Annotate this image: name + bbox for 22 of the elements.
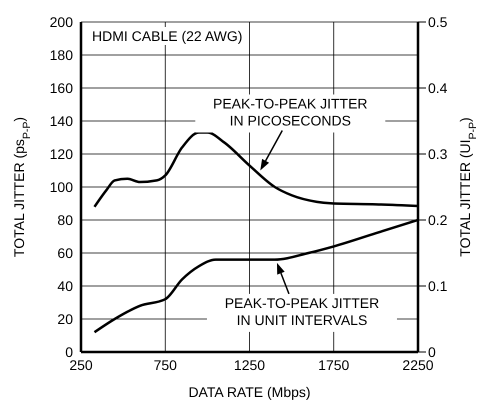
y2-tick-label: 0.5 <box>428 14 448 30</box>
y2-tick-label: 0.1 <box>428 278 448 294</box>
y-tick-label: 120 <box>50 146 74 162</box>
y-tick-label: 20 <box>57 310 74 327</box>
x-tick-label: 750 <box>154 356 178 373</box>
y-tick-label: 100 <box>50 178 74 195</box>
y2-tick-label: 0.2 <box>428 212 448 228</box>
y2-tick-label: 0.3 <box>428 146 448 162</box>
x-axis-title: DATA RATE (Mbps) <box>188 384 311 400</box>
annotation: PEAK-TO-PEAK JITTER IN PICOSECONDS <box>213 96 368 128</box>
y-tick-label: 180 <box>50 46 74 63</box>
annotation: HDMI CABLE (22 AWG) <box>88 27 246 45</box>
x-tick-label: 1250 <box>234 356 266 373</box>
y-tick-label: 160 <box>50 80 74 96</box>
y-tick-label: 40 <box>57 278 74 294</box>
y2-tick-label: 0.4 <box>428 80 448 96</box>
y-tick-label: 200 <box>50 14 74 30</box>
y-tick-label: 60 <box>57 244 74 261</box>
annotation: PEAK-TO-PEAK JITTER IN UNIT INTERVALS <box>224 294 380 328</box>
y-tick-label: 140 <box>50 112 74 129</box>
x-tick-label: 1750 <box>318 356 350 373</box>
y-tick-label: 80 <box>57 212 74 228</box>
